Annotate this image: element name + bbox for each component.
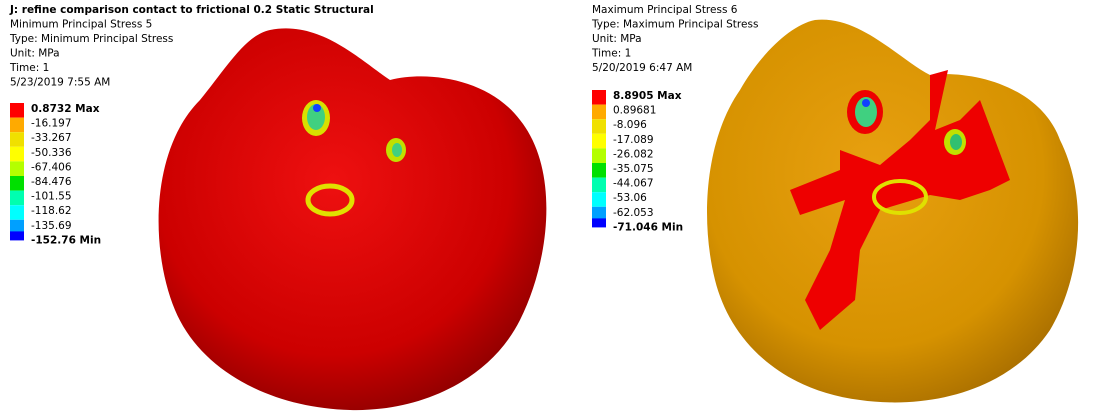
legend-label: -152.76 Min bbox=[31, 234, 101, 246]
result-info: Type: Minimum Principal Stress bbox=[9, 33, 173, 45]
legend-swatch bbox=[592, 133, 606, 149]
legend-label: -16.197 bbox=[31, 118, 72, 130]
legend-swatch bbox=[10, 176, 24, 191]
tooth-left bbox=[158, 28, 547, 411]
result-info: Minimum Principal Stress 5 bbox=[10, 19, 152, 31]
legend-label: 0.8732 Max bbox=[31, 103, 100, 115]
legend-swatch bbox=[10, 190, 24, 206]
result-info: 5/20/2019 6:47 AM bbox=[592, 62, 692, 74]
result-info: Type: Maximum Principal Stress bbox=[591, 19, 758, 31]
result-info: Maximum Principal Stress 6 bbox=[592, 4, 738, 16]
legend-label: -8.096 bbox=[613, 119, 647, 131]
legend-label: -71.046 Min bbox=[613, 221, 683, 233]
legend-swatch bbox=[10, 231, 24, 241]
legend-label: -67.406 bbox=[31, 161, 72, 173]
result-info: Time: 1 bbox=[9, 62, 49, 74]
legend-swatch bbox=[10, 219, 24, 235]
legend-swatch bbox=[592, 90, 606, 105]
legend-label: 8.8905 Max bbox=[613, 90, 682, 102]
legend-label: -118.62 bbox=[31, 205, 72, 217]
legend-swatch bbox=[592, 218, 606, 228]
result-info: Time: 1 bbox=[591, 48, 631, 60]
legend-swatch bbox=[592, 104, 606, 120]
legend-label: -17.089 bbox=[613, 134, 654, 146]
result-info: Unit: MPa bbox=[592, 33, 642, 45]
legend-swatch bbox=[10, 132, 24, 147]
legend-label: -44.067 bbox=[613, 178, 654, 190]
legend-label: -101.55 bbox=[31, 191, 72, 203]
legend-swatch bbox=[10, 117, 24, 133]
result-title: J: refine comparison contact to friction… bbox=[9, 4, 374, 16]
legend-swatch bbox=[10, 161, 24, 176]
legend-label: -50.336 bbox=[31, 147, 72, 159]
legend-swatch bbox=[10, 146, 24, 162]
legend-label: 0.89681 bbox=[613, 105, 656, 117]
result-info: 5/23/2019 7:55 AM bbox=[10, 77, 110, 89]
legend-swatch bbox=[10, 205, 24, 220]
legend-swatch bbox=[592, 119, 606, 134]
legend-label: -26.082 bbox=[613, 148, 654, 160]
result-info: Unit: MPa bbox=[10, 48, 60, 60]
legend-label: -84.476 bbox=[31, 176, 72, 188]
legend-label: -33.267 bbox=[31, 132, 72, 144]
legend-swatch bbox=[592, 148, 606, 163]
legend-label: -53.06 bbox=[613, 192, 647, 204]
legend-swatch bbox=[592, 177, 606, 193]
legend-label: -62.053 bbox=[613, 207, 654, 219]
legend-label: -135.69 bbox=[31, 220, 72, 232]
legend-swatch bbox=[592, 206, 606, 222]
legend-swatch bbox=[592, 192, 606, 207]
tooth-right bbox=[707, 19, 1079, 403]
legend-label: -35.075 bbox=[613, 163, 654, 175]
legend-swatch bbox=[592, 163, 606, 178]
legend-swatch bbox=[10, 103, 24, 118]
